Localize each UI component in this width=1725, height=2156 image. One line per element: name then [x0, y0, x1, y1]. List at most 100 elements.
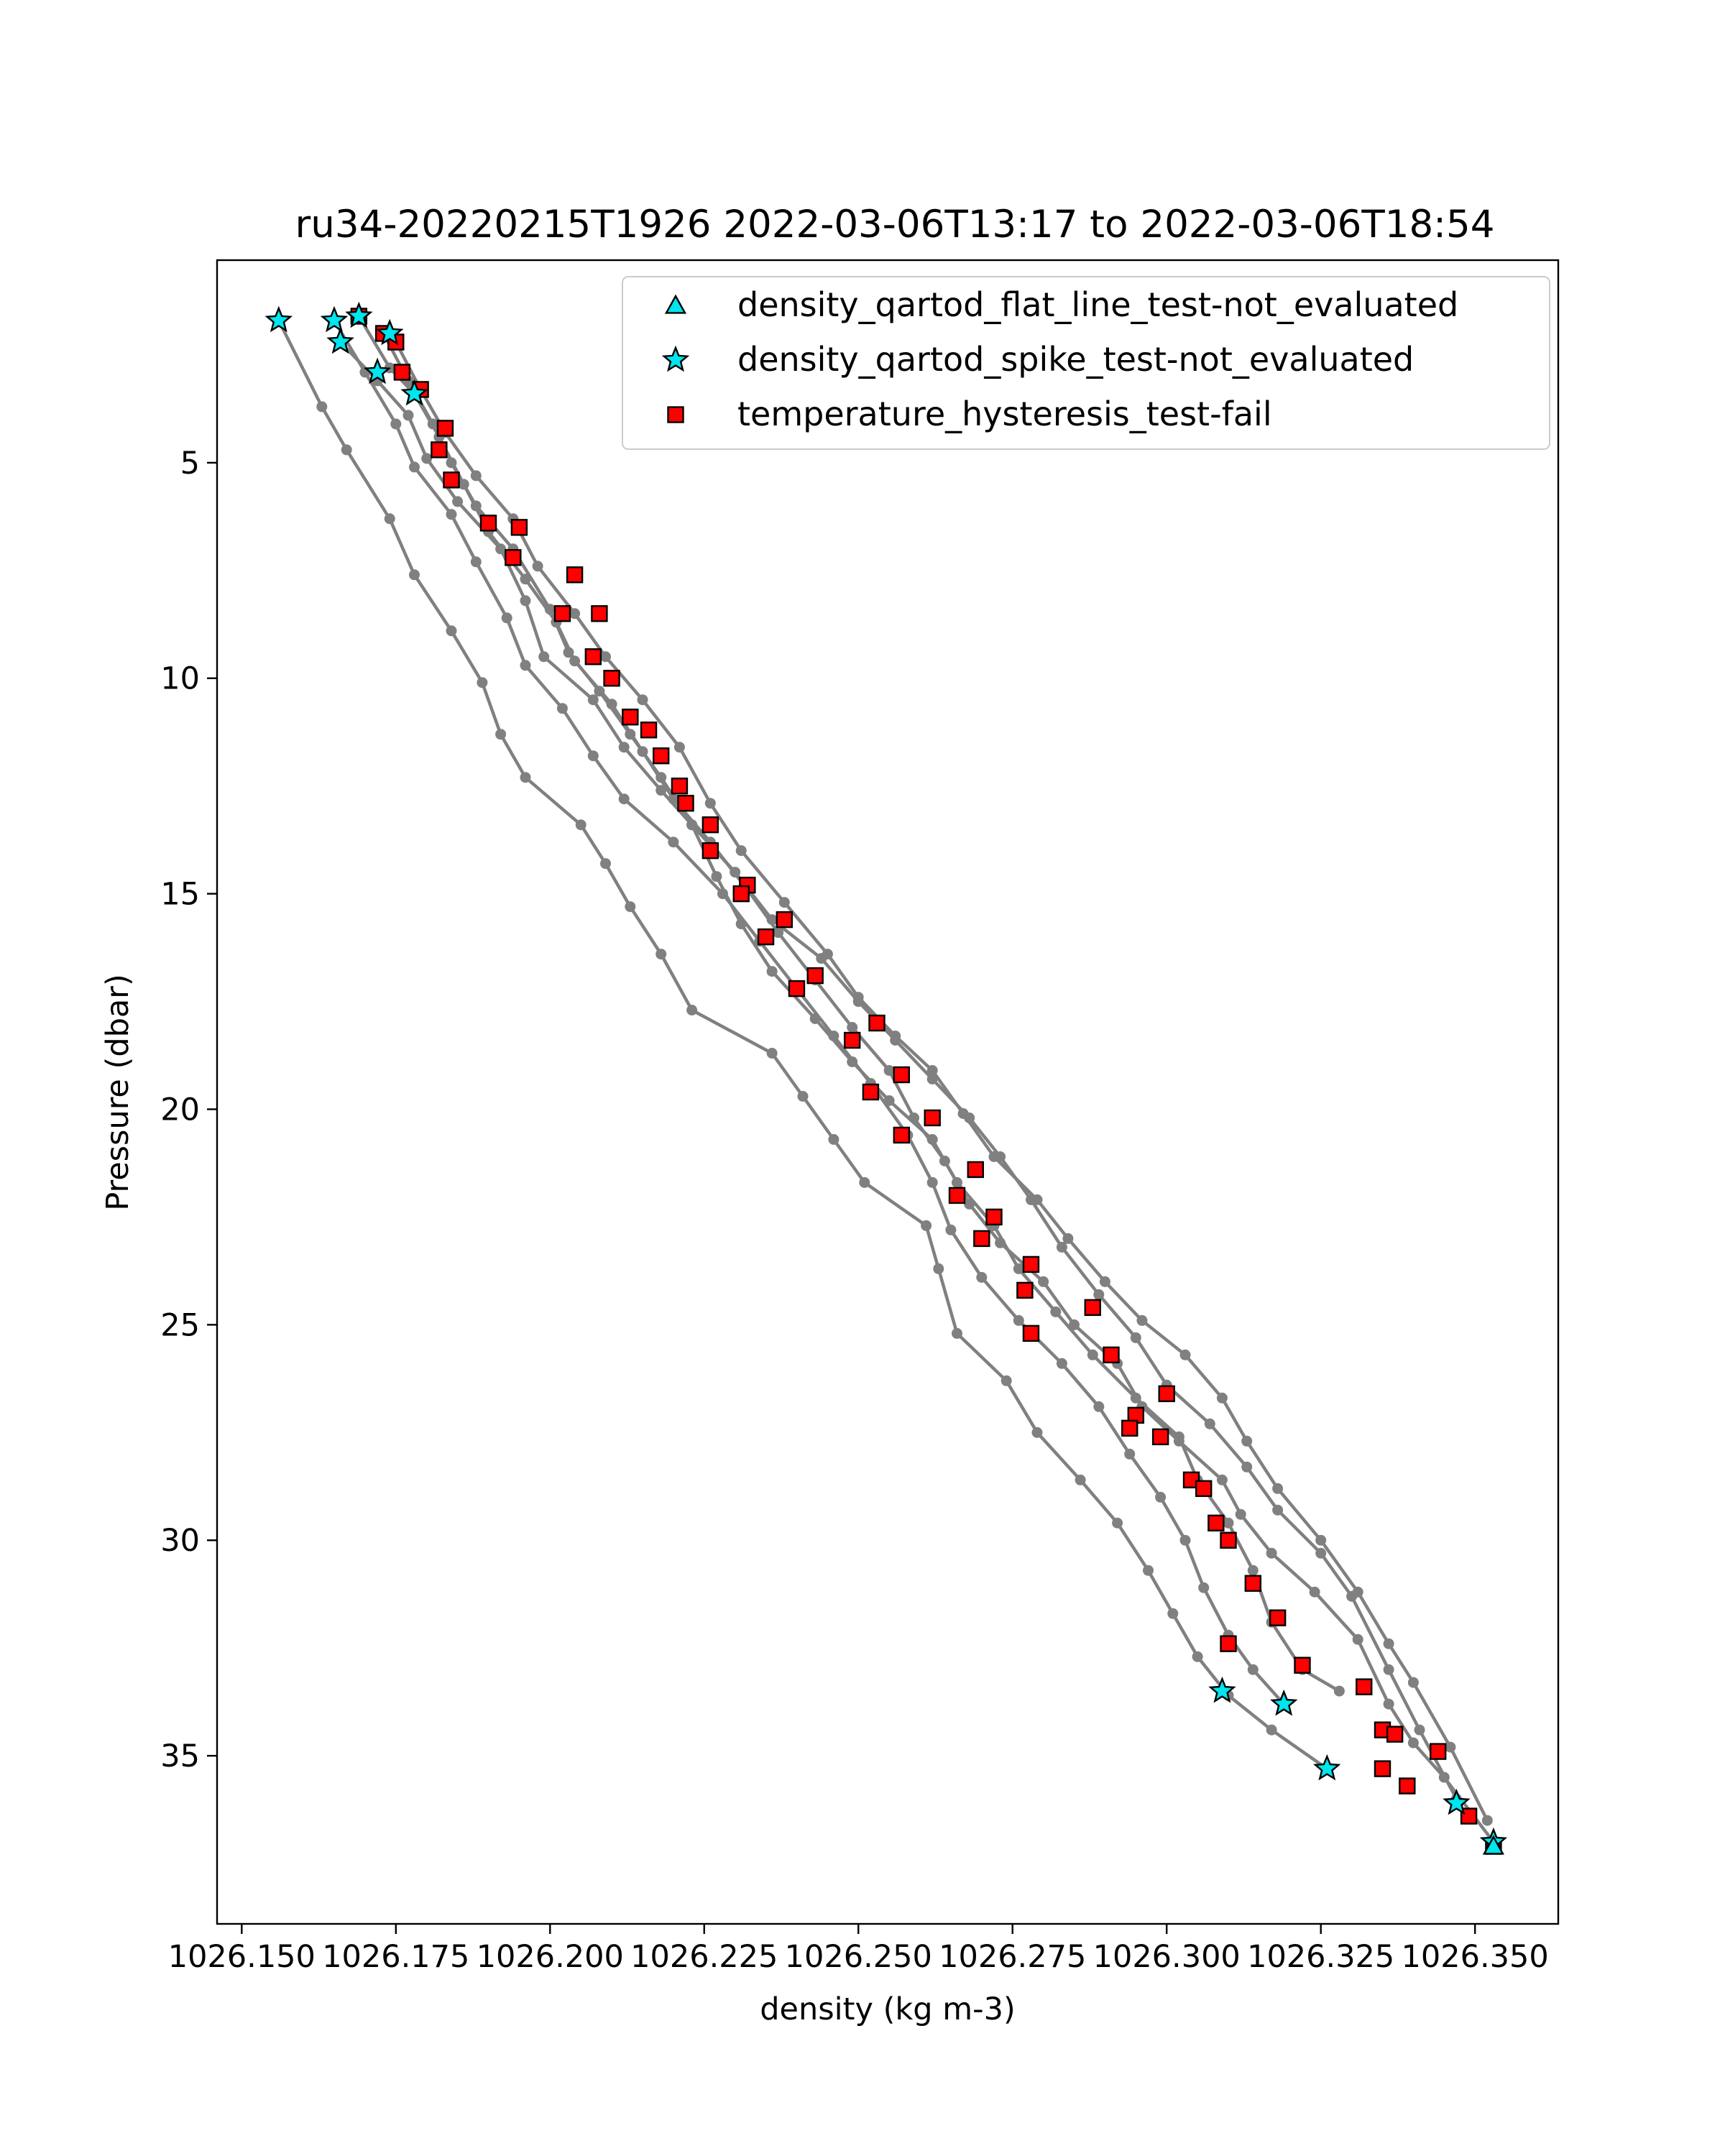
- profile-point: [939, 1156, 950, 1166]
- profile-point: [656, 949, 667, 960]
- square-marker: [1151, 1428, 1169, 1445]
- square-marker: [653, 747, 670, 765]
- profile-point: [427, 418, 438, 430]
- square-marker: [677, 794, 694, 812]
- y-tick-label: 10: [160, 661, 200, 697]
- square-marker: [924, 1109, 941, 1127]
- profile-point: [1247, 1565, 1259, 1576]
- profile-point: [1383, 1638, 1394, 1649]
- profile-point: [1352, 1634, 1363, 1645]
- square-marker: [622, 709, 639, 726]
- profile-point: [773, 927, 784, 939]
- profile-point: [402, 410, 414, 421]
- profile-point: [421, 453, 433, 464]
- star-marker: [1313, 1754, 1341, 1781]
- profile-point: [1235, 1508, 1246, 1520]
- profile-point: [341, 444, 352, 456]
- square-marker: [1121, 1419, 1138, 1437]
- y-tick-label: 25: [160, 1307, 200, 1343]
- profile-point: [618, 742, 630, 753]
- square-marker: [1016, 1281, 1034, 1299]
- profile-point: [470, 556, 482, 568]
- x-axis: 1026.150 1026.175 1026.200 1026.225 1026.250…: [168, 1924, 1549, 1975]
- profile-point: [587, 694, 599, 706]
- profile-point: [1247, 1664, 1259, 1675]
- legend-label-spike: density_qartod_spike_test-not_evaluated: [737, 340, 1414, 379]
- profile-point: [964, 1198, 975, 1210]
- profile-point: [594, 686, 605, 697]
- square-marker: [948, 1187, 966, 1204]
- square-marker: [603, 670, 620, 687]
- profile-point: [1407, 1677, 1419, 1688]
- x-tick-label: 1026.150: [168, 1939, 316, 1975]
- profile-point: [766, 966, 778, 977]
- square-marker: [1294, 1657, 1311, 1674]
- profile-point: [933, 1263, 944, 1274]
- profile-point: [704, 798, 716, 809]
- profile-point: [926, 1065, 938, 1076]
- profile-point: [1093, 1401, 1105, 1412]
- profile-point: [1087, 1349, 1098, 1360]
- square-marker: [553, 605, 571, 622]
- square-marker: [393, 364, 411, 381]
- profile-point: [470, 500, 482, 512]
- profile-point: [686, 1005, 698, 1015]
- legend-frame: [622, 276, 1550, 450]
- profile-point: [921, 1220, 932, 1231]
- star-marker: [345, 301, 373, 328]
- profile-point: [1192, 1651, 1203, 1662]
- profile-point: [390, 418, 402, 430]
- profile-point: [538, 651, 550, 663]
- star-marker: [264, 305, 293, 333]
- profile-point: [637, 694, 648, 706]
- profile-point: [1038, 1276, 1049, 1287]
- profile-point: [1062, 1233, 1074, 1244]
- profile-point: [1013, 1263, 1024, 1274]
- profile-point: [1216, 1392, 1228, 1404]
- profile-point: [735, 845, 747, 857]
- square-marker: [1208, 1514, 1225, 1531]
- square-marker: [732, 885, 750, 903]
- square-marker: [1084, 1299, 1101, 1317]
- profile-point: [495, 729, 507, 740]
- x-axis-label: density (kg m-3): [760, 1991, 1016, 2027]
- profile-point: [316, 401, 328, 413]
- profile-point: [625, 729, 636, 740]
- square-marker: [1182, 1471, 1200, 1488]
- profile-point: [766, 1048, 778, 1059]
- profile-point: [890, 1031, 901, 1041]
- profile-point: [656, 785, 667, 796]
- profile-point: [1223, 1517, 1234, 1529]
- x-tick-label: 1026.300: [1093, 1939, 1241, 1975]
- profile-point: [1216, 1474, 1228, 1485]
- profile-point: [1179, 1349, 1191, 1360]
- legend-triangle-marker: [664, 294, 687, 314]
- square-marker: [1022, 1256, 1040, 1273]
- legend-square-glyph: [667, 406, 684, 423]
- star-marker: [320, 305, 349, 333]
- profile-point: [976, 1271, 988, 1283]
- star-marker: [1270, 1689, 1298, 1716]
- y-tick-label: 15: [160, 877, 200, 913]
- profile-point: [409, 569, 420, 581]
- profile-point: [446, 457, 457, 469]
- profile-point: [828, 1134, 840, 1145]
- profile-point: [908, 1112, 919, 1123]
- profile-point: [618, 793, 630, 805]
- square-marker: [967, 1161, 984, 1179]
- square-marker: [1356, 1678, 1373, 1695]
- profile-point: [926, 1176, 938, 1188]
- flag-markers: [264, 301, 1508, 1855]
- profile-point: [847, 1056, 858, 1067]
- profile-point: [409, 461, 420, 473]
- profile-point: [883, 1065, 895, 1076]
- profile-point: [1031, 1427, 1043, 1438]
- profile-point: [446, 625, 457, 637]
- x-tick-label: 1026.225: [630, 1939, 778, 1975]
- profile-point: [1000, 1375, 1012, 1386]
- square-marker: [505, 549, 522, 566]
- profile-point: [1099, 1276, 1110, 1287]
- legend-label-flat-line: density_qartod_flat_line_test-not_evalua…: [737, 285, 1458, 324]
- profile-point: [797, 1091, 809, 1102]
